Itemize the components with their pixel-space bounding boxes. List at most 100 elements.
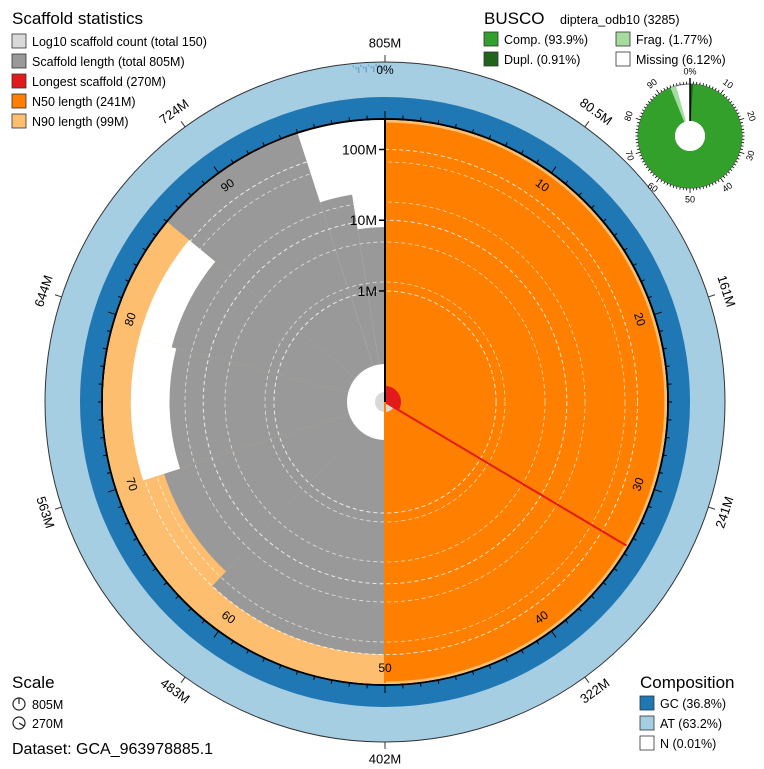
grid-guide-1 bbox=[224, 241, 546, 563]
busco-legend-swatch-1 bbox=[615, 31, 631, 47]
inner-minor-tick-63 bbox=[175, 595, 180, 599]
inner-minor-tick-9 bbox=[536, 159, 540, 164]
composition-title: Composition bbox=[640, 673, 735, 692]
center-percent-label: 0% bbox=[376, 63, 394, 77]
inner-minor-tick-34 bbox=[623, 553, 628, 557]
composition-label-0: GC (36.8%) bbox=[660, 697, 726, 711]
inner-minor-tick-93 bbox=[262, 142, 265, 147]
inner-minor-tick-33 bbox=[632, 537, 637, 541]
radial-label-2: 100M bbox=[342, 141, 377, 157]
inner-minor-tick-97 bbox=[330, 119, 333, 125]
busco-minor-tick-80 bbox=[635, 118, 641, 121]
busco-minor-tick-89 bbox=[654, 93, 658, 97]
inner-minor-tick-67 bbox=[133, 537, 138, 541]
inner-minor-tick-39 bbox=[565, 619, 569, 624]
busco-minor-tick-87 bbox=[649, 98, 653, 101]
outer-tick-4 bbox=[584, 676, 590, 684]
busco-minor-tick-88 bbox=[652, 95, 655, 99]
inner-minor-tick-47 bbox=[437, 679, 440, 685]
inner-minor-tick-55 bbox=[295, 670, 299, 676]
scaffold-length-h bbox=[357, 227, 385, 402]
inner-minor-tick-68 bbox=[125, 522, 130, 525]
busco-tick-label-9: 90 bbox=[645, 77, 659, 91]
inner-minor-tick-38 bbox=[578, 607, 582, 612]
inner-minor-tick-18 bbox=[640, 279, 645, 282]
busco-minor-tick-5 bbox=[705, 84, 708, 87]
busco-minor-tick-57 bbox=[666, 182, 669, 186]
inner-minor-tick-91 bbox=[230, 159, 234, 164]
inner-minor-tick-56 bbox=[278, 664, 282, 670]
busco-fragmented-arc bbox=[670, 85, 686, 123]
busco-minor-tick-30 bbox=[739, 151, 745, 154]
busco-minor-tick-55 bbox=[672, 185, 675, 188]
busco-minor-tick-13 bbox=[727, 98, 731, 101]
legend-layer: Scaffold statistics Log10 scaffold count … bbox=[11, 9, 735, 758]
busco-donut: 0% 10 20 30 40 50 60 70 80 90 bbox=[622, 66, 758, 204]
scaffold-legend-swatch-3 bbox=[11, 93, 27, 109]
inner-minor-tick-27 bbox=[665, 436, 670, 439]
radial-label-0: 1M bbox=[358, 283, 377, 299]
inner-minor-tick-94 bbox=[278, 134, 282, 140]
outer-tick-label-2: 161M bbox=[714, 273, 738, 309]
inner-tick-label-1: 20 bbox=[631, 311, 649, 328]
inner-minor-tick-36 bbox=[602, 582, 607, 586]
busco-tick-label-2: 20 bbox=[745, 110, 758, 123]
outer-tick-label-6: 483M bbox=[158, 675, 193, 706]
busco-minor-tick-93 bbox=[666, 86, 669, 90]
inner-minor-tick-59 bbox=[230, 640, 234, 645]
outer-tick-label-4: 322M bbox=[577, 675, 612, 706]
outer-tick-label-1: 80.5M bbox=[577, 95, 615, 128]
busco-minor-tick-9 bbox=[717, 89, 720, 93]
busco-minor-tick-4 bbox=[702, 83, 704, 86]
inner-minor-tick-11 bbox=[565, 180, 569, 185]
busco-minor-tick-29 bbox=[740, 148, 743, 150]
inner-minor-tick-32 bbox=[640, 522, 645, 525]
inner-minor-tick-79 bbox=[106, 330, 112, 333]
inner-minor-tick-57 bbox=[262, 657, 265, 662]
busco-minor-tick-69 bbox=[639, 154, 642, 157]
busco-tick-label-6: 60 bbox=[646, 180, 660, 194]
busco-minor-tick-45 bbox=[705, 185, 708, 188]
busco-minor-tick-19 bbox=[738, 115, 741, 118]
inner-minor-tick-88 bbox=[188, 192, 192, 197]
inner-minor-tick-78 bbox=[102, 347, 108, 350]
outer-tick-3 bbox=[708, 506, 716, 510]
inner-minor-tick-61 bbox=[201, 619, 205, 624]
busco-minor-tick-36 bbox=[729, 168, 733, 172]
inner-minor-tick-7 bbox=[505, 142, 508, 147]
inner-minor-tick-13 bbox=[590, 205, 595, 209]
busco-minor-tick-11 bbox=[722, 93, 726, 97]
composition-label-2: N (0.01%) bbox=[660, 737, 716, 751]
busco-minor-tick-63 bbox=[649, 171, 653, 174]
busco-legend-label-3: Missing (6.12%) bbox=[636, 53, 726, 67]
scaffold-legend-label-3: N50 length (241M) bbox=[32, 95, 136, 109]
inner-minor-tick-73 bbox=[100, 436, 105, 439]
outer-tick-1 bbox=[584, 120, 590, 128]
busco-tick-label-0: 0% bbox=[683, 66, 696, 76]
white-gap-c bbox=[130, 338, 181, 481]
inner-minor-tick-96 bbox=[313, 123, 316, 129]
outer-tick-6 bbox=[180, 676, 186, 684]
inner-minor-tick-6 bbox=[488, 134, 492, 140]
busco-minor-tick-8 bbox=[714, 88, 717, 91]
inner-minor-tick-10 bbox=[550, 166, 557, 174]
outer-tick-label-8: 644M bbox=[31, 273, 55, 309]
busco-minor-tick-15 bbox=[731, 103, 735, 106]
inner-minor-tick-48 bbox=[419, 682, 422, 687]
snail-body: 1M 10M 100M bbox=[102, 64, 667, 684]
inner-minor-tick-86 bbox=[163, 218, 168, 222]
inner-minor-tick-5 bbox=[471, 128, 475, 134]
scaffold-legend-swatch-0 bbox=[11, 33, 27, 49]
busco-minor-tick-16 bbox=[733, 106, 737, 109]
busco-minor-tick-71 bbox=[637, 148, 640, 150]
inner-minor-tick-35 bbox=[613, 567, 618, 572]
inner-minor-tick-71 bbox=[106, 471, 112, 474]
inner-minor-tick-43 bbox=[505, 657, 508, 662]
busco-minor-tick-91 bbox=[660, 89, 663, 93]
busco-legend-swatch-3 bbox=[615, 51, 631, 67]
busco-minor-tick-10 bbox=[720, 89, 724, 95]
busco-minor-tick-67 bbox=[642, 160, 645, 163]
outer-tick-label-3: 241M bbox=[712, 495, 736, 531]
busco-minor-tick-68 bbox=[640, 157, 644, 160]
busco-legend-swatch-0 bbox=[483, 31, 499, 47]
